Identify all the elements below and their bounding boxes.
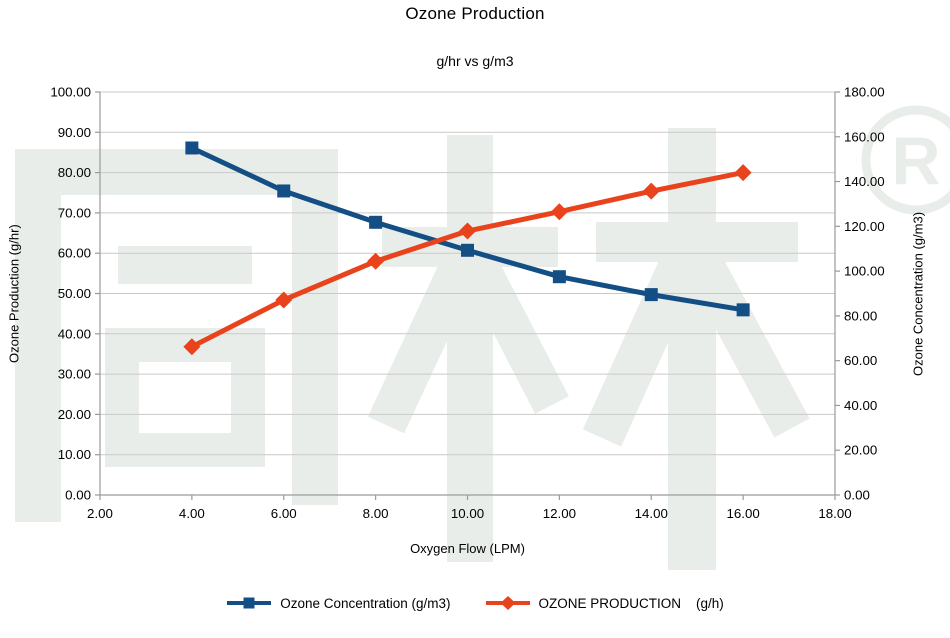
svg-text:8.00: 8.00 [363,506,389,521]
data-point-diamond [734,164,752,182]
svg-text:40.00: 40.00 [58,326,91,341]
svg-text:180.00: 180.00 [844,85,885,100]
svg-text:4.00: 4.00 [179,506,205,521]
svg-text:0.00: 0.00 [844,488,870,503]
data-point-square [736,303,750,317]
svg-text:80.00: 80.00 [58,165,91,180]
svg-text:R: R [891,123,940,199]
chart-subtitle: g/hr vs g/m3 [436,53,514,69]
x-axis-title: Oxygen Flow (LPM) [410,541,525,556]
data-point-diamond [642,182,660,200]
data-point-diamond [183,338,201,356]
svg-text:120.00: 120.00 [844,219,885,234]
svg-text:140.00: 140.00 [844,174,885,189]
svg-text:50.00: 50.00 [58,286,91,301]
legend-label-ozone-concentration: Ozone Concentration (g/m3) [280,595,451,611]
y-axis-title-right: Ozone Concentration (g/m3) [910,211,926,376]
legend-item-ozone-concentration: Ozone Concentration (g/m3) [226,595,451,611]
tick-marks [95,91,840,500]
data-point-square [277,184,291,198]
data-point-square [552,270,566,284]
data-point-diamond [275,291,293,309]
svg-text:2.00: 2.00 [87,506,113,521]
legend-marker-diamond-icon [485,596,530,610]
legend-marker-square-icon [227,597,272,609]
watermark-character-tong [15,149,338,522]
legend: Ozone Concentration (g/m3) OZONE PRODUCT… [0,595,950,611]
series-ozone-concentration [185,141,750,317]
data-point-square [461,243,474,257]
svg-text:100.00: 100.00 [50,85,91,100]
data-point-square [185,141,199,155]
y-axis-labels-left: 0.00 10.00 20.00 30.00 40.00 50.00 60.00 70.00 8… [50,85,91,503]
legend-label-ozone-production: OZONE PRODUCTION (g/h) [538,595,724,611]
svg-text:60.00: 60.00 [58,246,91,261]
data-point-square [644,288,658,302]
svg-text:160.00: 160.00 [844,129,885,144]
svg-text:12.00: 12.00 [543,506,576,521]
svg-text:16.00: 16.00 [726,506,759,521]
y-axis-title-left: Ozone Production (g/hr) [6,224,22,363]
svg-text:90.00: 90.00 [58,125,91,140]
chart-title: Ozone Production [405,4,545,23]
gridlines [100,91,835,496]
x-axis-labels: 2.00 4.00 6.00 8.00 10.00 12.00 14.00 16.00 18.0… [87,506,852,521]
data-point-square [369,215,383,229]
svg-text:14.00: 14.00 [635,506,668,521]
legend-item-ozone-production: OZONE PRODUCTION (g/h) [485,595,724,611]
svg-text:0.00: 0.00 [65,488,91,503]
svg-text:20.00: 20.00 [58,407,91,422]
svg-text:100.00: 100.00 [844,264,885,279]
data-point-diamond [550,203,568,221]
y-axis-labels-right: 0.00 20.00 40.00 60.00 80.00 100.00 120.00 140.… [844,85,885,503]
svg-text:30.00: 30.00 [58,367,91,382]
svg-text:20.00: 20.00 [844,443,877,458]
svg-text:10.00: 10.00 [451,506,484,521]
svg-text:10.00: 10.00 [58,447,91,462]
svg-text:6.00: 6.00 [271,506,297,521]
registered-trademark-icon: R [861,105,950,215]
data-point-diamond [459,222,476,240]
svg-text:60.00: 60.00 [844,353,877,368]
svg-text:40.00: 40.00 [844,398,877,413]
data-point-diamond [367,252,385,270]
svg-text:80.00: 80.00 [844,308,877,323]
svg-text:18.00: 18.00 [818,506,851,521]
series-ozone-production [183,164,752,356]
svg-text:70.00: 70.00 [58,205,91,220]
